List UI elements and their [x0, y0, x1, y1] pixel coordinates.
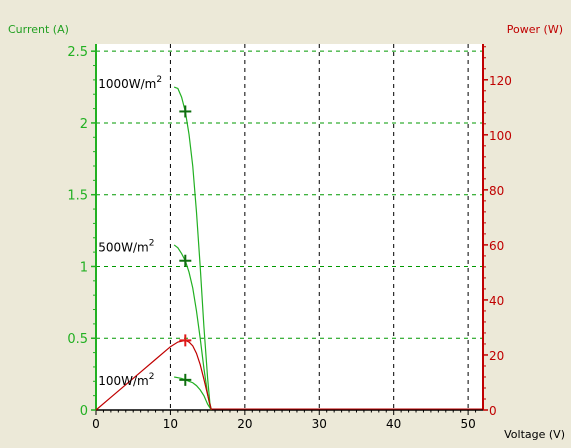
series-line-1	[173, 86, 212, 411]
y-tick-label: 0.5	[67, 332, 88, 347]
y2-tick-label: 60	[489, 239, 504, 253]
y-tick-label: 2.5	[67, 45, 88, 60]
y-tick-label: 1	[80, 260, 88, 275]
plot-area	[96, 44, 483, 410]
x-tick-label: 20	[237, 417, 252, 431]
curve-label-sup: 2	[149, 238, 155, 248]
y-tick-label: 0	[80, 404, 88, 419]
curve-label: 500W/m2	[98, 238, 154, 254]
axes	[91, 44, 488, 415]
x-tick-label: 0	[92, 417, 100, 431]
chart-text: Current (A) Power (W) Voltage (V) 0 10 20 3…	[8, 23, 565, 441]
curve-label-sup: 2	[149, 372, 155, 382]
y2-tick-label: 80	[489, 184, 504, 198]
curve-label-text: 1000W/m	[98, 77, 156, 91]
y2-tick-label: 100	[489, 129, 512, 143]
x-tick-label: 10	[163, 417, 178, 431]
mpp-marker	[179, 105, 192, 118]
y-tick-label: 1.5	[67, 189, 88, 204]
y2-tick-label: 0	[489, 404, 497, 418]
curve-label-text: 500W/m	[98, 240, 149, 254]
mpp-marker	[179, 334, 192, 347]
curve-label-text: 100W/m	[98, 374, 149, 388]
y2-axis-label: Power (W)	[507, 23, 563, 36]
y2-tick-label: 120	[489, 74, 512, 88]
x-tick-label: 40	[386, 417, 401, 431]
curve-label: 100W/m2	[98, 372, 154, 388]
x-axis-label: Voltage (V)	[504, 428, 565, 441]
y2-tick-label: 40	[489, 294, 504, 308]
mpp-marker	[179, 254, 192, 267]
curve-label: 1000W/m2	[98, 75, 162, 91]
series-line-3	[174, 376, 212, 411]
x-tick-label: 30	[312, 417, 327, 431]
grid-lines	[96, 44, 483, 410]
y-axis-label: Current (A)	[8, 23, 69, 36]
y-tick-label: 2	[80, 117, 88, 132]
y2-tick-label: 20	[489, 349, 504, 363]
mpp-marker	[179, 373, 192, 386]
curve-label-sup: 2	[156, 75, 162, 85]
x-tick-label: 50	[460, 417, 475, 431]
mpp-markers	[179, 105, 192, 386]
